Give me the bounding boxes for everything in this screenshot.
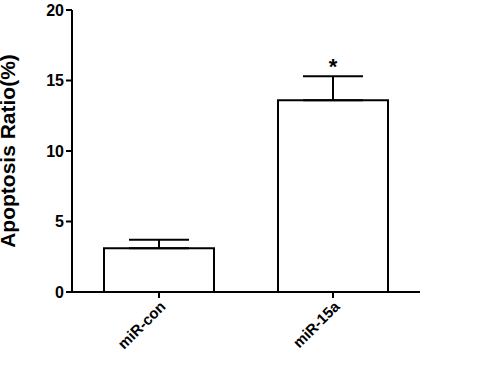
- svg-text:5: 5: [55, 213, 64, 230]
- svg-text:Apoptosis Ratio(%): Apoptosis Ratio(%): [8, 54, 19, 248]
- svg-text:miR-15a: miR-15a: [289, 297, 343, 351]
- svg-text:*: *: [329, 54, 338, 79]
- svg-text:20: 20: [46, 2, 64, 19]
- svg-text:miR-con: miR-con: [114, 298, 168, 352]
- svg-text:0: 0: [55, 284, 64, 301]
- svg-text:15: 15: [46, 72, 64, 89]
- svg-text:10: 10: [46, 143, 64, 160]
